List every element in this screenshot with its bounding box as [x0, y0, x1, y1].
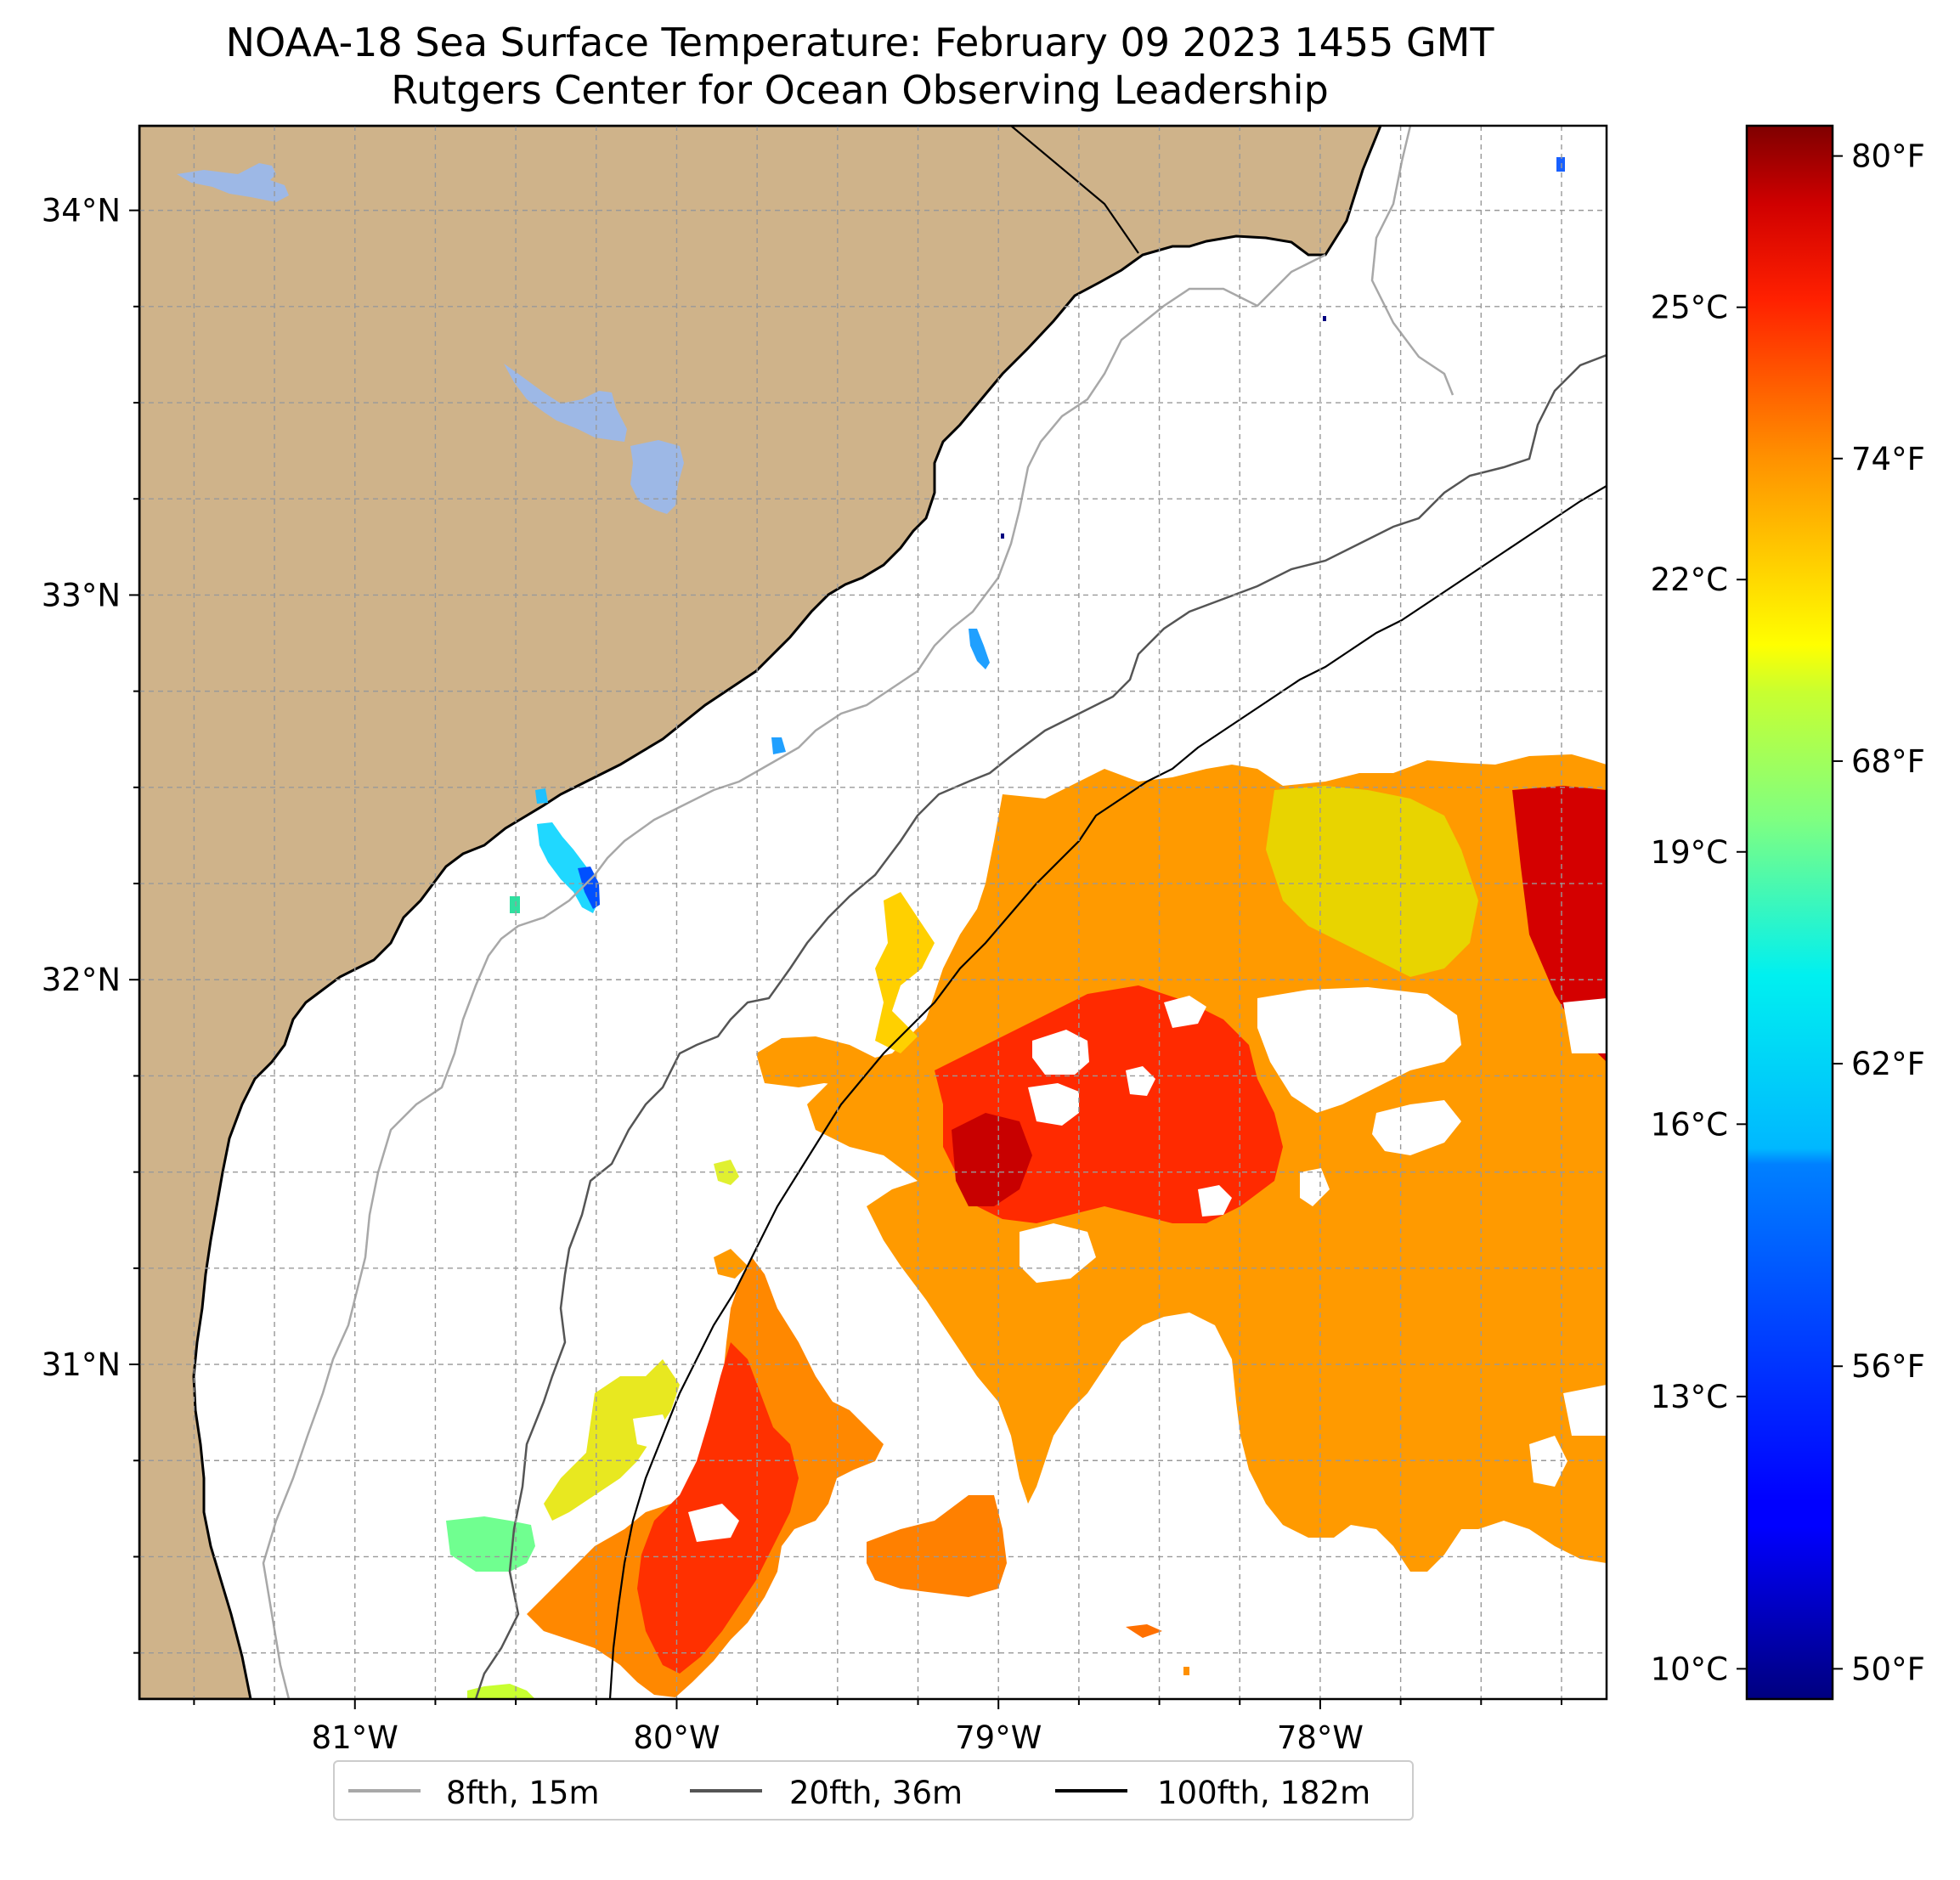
- legend-item-100fth: 100fth, 182m: [1055, 1775, 1370, 1811]
- colorbar-c-label: 25°C: [1651, 290, 1728, 326]
- legend-item-20fth: 20fth, 36m: [690, 1775, 963, 1811]
- map-axis-ticks: 81°W 80°W 79°W 78°W 34°N 33°N 32°N 31°N: [42, 193, 1562, 1756]
- x-tick-label: 79°W: [955, 1719, 1042, 1756]
- map-title: NOAA-18 Sea Surface Temperature: Februar…: [225, 20, 1494, 65]
- colorbar-c-label: 16°C: [1651, 1106, 1728, 1143]
- colorbar-c-label: 22°C: [1651, 562, 1728, 598]
- y-tick-label: 31°N: [42, 1346, 121, 1383]
- map-subtitle: Rutgers Center for Ocean Observing Leade…: [391, 67, 1329, 113]
- colorbar-f-label: 62°F: [1851, 1046, 1925, 1082]
- y-tick-label: 32°N: [42, 962, 121, 998]
- state-boundary: [1010, 126, 1139, 254]
- colorbar-c-label: 19°C: [1651, 834, 1728, 871]
- colorbar-ticks: 50°F 56°F 62°F 68°F 74°F 80°F 10°C 13°C 16°C 19°C…: [1651, 138, 1925, 1688]
- colorbar-c-label: 10°C: [1651, 1651, 1728, 1687]
- contour-8fth-15m: [262, 126, 1454, 1699]
- lake-secondary: [630, 440, 684, 514]
- land-area: [139, 126, 1382, 1699]
- contour-20fth-36m: [474, 353, 1607, 1699]
- legend-label-20fth: 20fth, 36m: [789, 1775, 963, 1811]
- y-tick-label: 33°N: [42, 577, 121, 613]
- colorbar: [1745, 124, 1834, 1701]
- lake-moultrie: [504, 364, 627, 442]
- x-tick-label: 81°W: [312, 1719, 398, 1756]
- colorbar-c-label: 13°C: [1651, 1379, 1728, 1415]
- sst-data-layer: [446, 157, 1607, 1699]
- y-tick-label: 34°N: [42, 193, 121, 229]
- lake-marion: [177, 163, 289, 202]
- legend-label-100fth: 100fth, 182m: [1157, 1775, 1370, 1811]
- legend-item-8fth: 8fth, 15m: [348, 1775, 600, 1811]
- legend-label-8fth: 8fth, 15m: [446, 1775, 600, 1811]
- x-tick-label: 78°W: [1277, 1719, 1364, 1756]
- colorbar-f-label: 74°F: [1851, 441, 1925, 477]
- colorbar-f-label: 68°F: [1851, 743, 1925, 780]
- gridlines: [139, 126, 1607, 1699]
- map-panel: [139, 126, 1607, 1699]
- x-tick-label: 80°W: [633, 1719, 720, 1756]
- colorbar-f-label: 80°F: [1851, 138, 1925, 175]
- colorbar-f-label: 50°F: [1851, 1651, 1925, 1687]
- colorbar-f-label: 56°F: [1851, 1348, 1925, 1385]
- legend-box: [333, 1760, 1414, 1821]
- map-frame: [138, 124, 1608, 1701]
